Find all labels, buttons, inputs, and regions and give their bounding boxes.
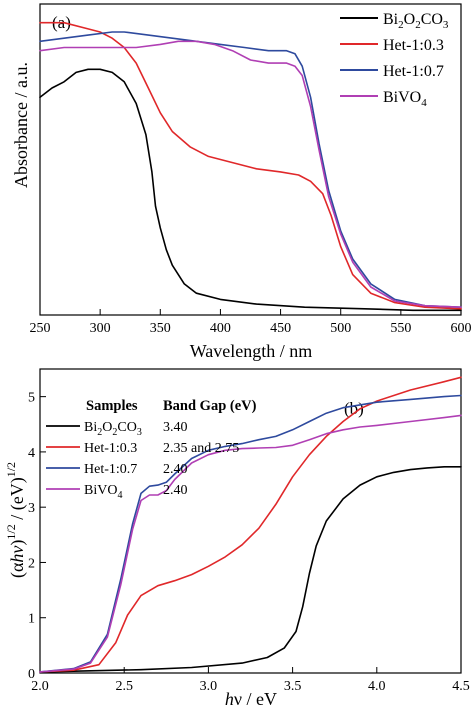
panel-a-legend-item-bivo4: BiVO4	[340, 89, 427, 109]
panel-b-x-tick-label: 3.5	[284, 679, 302, 694]
panel-b-legend-label-het-1-0-3: Het-1:0.3	[84, 441, 137, 456]
panel-b-series-line-het-1-0-7	[39, 394, 462, 673]
panel-a-legend: Bi2O2CO3 Het-1:0.3 Het-1:0.7 BiVO4	[340, 11, 449, 109]
panel-a-series-line-het-1-0-7	[39, 31, 462, 309]
panel-b-series-line-bivo4	[39, 414, 462, 673]
panel-a-legend-label-het-1-0-3: Het-1:0.3	[383, 37, 444, 54]
panel-b-legend-row-het-1-0-3: Het-1:0.3 2.35 and 2.75	[46, 441, 239, 456]
panel-b-x-axis-label: hν / eV	[225, 689, 277, 709]
panel-b-x-ticks: 2.0 2.5 3.0 3.5 4.0 4.5	[31, 667, 470, 694]
panel-a-x-tick-label: 500	[330, 321, 351, 336]
panel-a-x-tick-label: 400	[210, 321, 231, 336]
panel-b-legend-bandgap-het-1-0-7: 2.40	[163, 462, 188, 477]
panel-b-x-tick-label: 4.5	[452, 679, 470, 694]
panel-a-series-line-bivo4	[39, 40, 462, 309]
panel-b-y-tick-label: 1	[28, 612, 35, 627]
panel-b-legend-table: Samples Band Gap (eV) Bi2O2CO3 3.40 Het-…	[46, 398, 257, 501]
panel-a: (a) 250 300 350 400 450 500 550 600 Wavelength …	[11, 3, 472, 361]
panel-a-x-tick-label: 300	[90, 321, 111, 336]
panel-b-y-tick-label: 2	[28, 556, 35, 571]
panel-b-lines	[39, 376, 462, 673]
panel-b-x-tick-label: 3.0	[200, 679, 218, 694]
panel-a-legend-item-bi2o2co3: Bi2O2CO3	[340, 11, 449, 31]
panel-b-y-tick-label: 0	[28, 667, 35, 682]
panel-a-legend-label-het-1-0-7: Het-1:0.7	[383, 63, 444, 80]
panel-b-legend-bandgap-bi2o2co3: 3.40	[163, 420, 188, 435]
panel-b: (b) 2.0 2.5 3.0 3.5 4.0 4.5 0 1 2 3 4 5 hν / eV (α…	[4, 368, 470, 709]
panel-a-lines	[39, 21, 462, 312]
panel-a-x-tick-label: 600	[451, 321, 472, 336]
panel-b-x-tick-label: 2.5	[115, 679, 133, 694]
panel-a-legend-item-het-1-0-3: Het-1:0.3	[340, 37, 444, 54]
panel-a-series-line-het-1-0-3	[39, 21, 462, 310]
panel-b-legend-header-band-gap: Band Gap (eV)	[163, 398, 257, 414]
panel-a-plot-frame	[39, 3, 462, 316]
panel-a-series-line-bi2o2co3	[39, 68, 462, 312]
panel-b-series-line-bi2o2co3	[39, 465, 462, 673]
panel-b-y-ticks: 0 1 2 3 4 5	[28, 391, 46, 682]
panel-b-legend-bandgap-bivo4: 2.40	[163, 483, 188, 498]
panel-b-legend-label-bi2o2co3: Bi2O2CO3	[84, 420, 142, 438]
panel-b-label: (b)	[344, 399, 364, 418]
panel-a-x-tick-label: 550	[390, 321, 411, 336]
panel-a-legend-item-het-1-0-7: Het-1:0.7	[340, 63, 444, 80]
panel-a-x-ticks: 250 300 350 400 450 500 550 600	[30, 309, 472, 336]
panel-b-x-tick-label: 2.0	[31, 679, 49, 694]
panel-b-legend-row-bivo4: BiVO4 2.40	[46, 483, 188, 501]
panel-a-legend-label-bivo4: BiVO4	[383, 89, 427, 109]
panel-b-y-tick-label: 3	[28, 501, 35, 516]
panel-a-y-axis-label: Absorbance / a.u.	[11, 62, 31, 188]
panel-b-y-tick-label: 4	[28, 446, 35, 461]
panel-b-plot-frame	[39, 368, 462, 674]
panel-b-legend-label-het-1-0-7: Het-1:0.7	[84, 462, 137, 477]
panel-a-x-tick-label: 250	[30, 321, 51, 336]
panel-b-legend-row-bi2o2co3: Bi2O2CO3 3.40	[46, 420, 188, 438]
panel-b-legend-row-het-1-0-7: Het-1:0.7 2.40	[46, 462, 188, 477]
panel-b-x-tick-label: 4.0	[368, 679, 386, 694]
panel-b-y-axis-label: (αhν)1/2 / (eV)1/2	[4, 462, 28, 578]
panel-b-legend-header-samples: Samples	[86, 398, 138, 414]
panel-a-legend-label-bi2o2co3: Bi2O2CO3	[383, 11, 449, 31]
panel-b-legend-bandgap-het-1-0-3: 2.35 and 2.75	[163, 441, 239, 456]
panel-b-series-line-het-1-0-3	[39, 376, 462, 673]
panel-b-legend-label-bivo4: BiVO4	[84, 483, 122, 501]
panel-b-y-tick-label: 5	[28, 391, 35, 406]
panel-a-x-tick-label: 350	[150, 321, 171, 336]
panel-a-x-axis-label: Wavelength / nm	[190, 341, 313, 361]
panel-a-x-tick-label: 450	[270, 321, 291, 336]
